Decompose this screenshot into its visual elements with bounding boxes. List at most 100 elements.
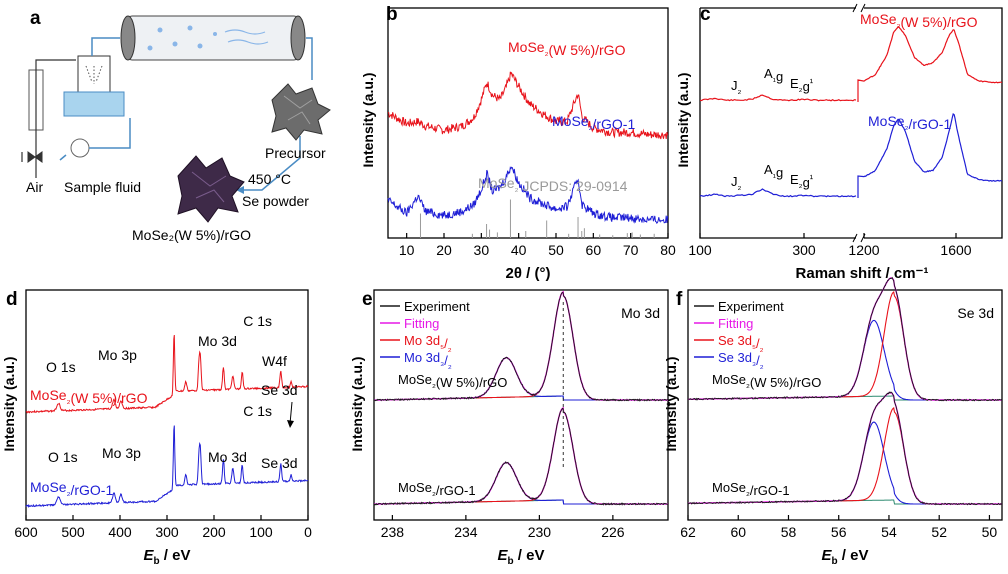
- mo3d-title: Mo 3d: [621, 305, 660, 321]
- raman-series-label: MoSe₂/rGO-1: [868, 113, 951, 132]
- xrd-x-tick-label: 50: [548, 242, 564, 258]
- survey-x-tick-label: 200: [202, 524, 226, 540]
- se3d-legend-label: Experiment: [718, 299, 784, 314]
- panel-letter-f: f: [676, 289, 683, 310]
- mo3d-legend-label: Mo 3d₃/₂: [404, 350, 452, 371]
- se3d-x-tick-label: 58: [781, 524, 797, 540]
- raman-x-axis-label: Raman shift / cm⁻¹: [796, 265, 929, 282]
- mo3d-x-axis-label: Eb / eV: [498, 547, 545, 567]
- panel-f-se3d-chart: 62 60 58 56 54 52 50 Intensity (a.u.) Eb / eV Se …: [663, 276, 1003, 567]
- label-air: Air: [26, 179, 43, 195]
- xrd-x-tick-label: 40: [511, 242, 527, 258]
- se3d-sample-label: MoSe₂(W 5%)/rGO: [712, 372, 821, 390]
- panel-letter-b: b: [386, 4, 398, 25]
- product-particle: [177, 155, 245, 223]
- se3d-sample-label: MoSe₂/rGO-1: [712, 480, 790, 498]
- raman-x-tick-label: 300: [792, 242, 816, 258]
- label-se-powder: Se powder: [242, 193, 309, 209]
- survey-peak-label: W4f: [262, 353, 287, 369]
- xrd-y-axis-label: Intensity (a.u.): [360, 73, 376, 168]
- survey-x-tick-label: 300: [155, 524, 179, 540]
- xrd-x-tick-label: 10: [399, 242, 415, 258]
- mo3d-x-tick-label: 226: [601, 524, 625, 540]
- xrd-x-tick-label: 20: [436, 242, 452, 258]
- xrd-series-label: MoSe₂(W 5%)/rGO: [508, 39, 626, 58]
- raman-break-mark: [852, 3, 866, 13]
- raman-peak-label: E₂g¹: [790, 76, 814, 94]
- xrd-series-line: [387, 166, 669, 225]
- valve-icon: [27, 151, 43, 163]
- survey-peak-label: C 1s: [243, 403, 272, 419]
- mo3d-x-tick-label: 238: [381, 524, 405, 540]
- raman-series-line-high: [857, 26, 1003, 102]
- survey-arrow: [289, 401, 293, 425]
- raman-peak-label: E₂g¹: [790, 172, 814, 190]
- panel-letter-e: e: [362, 289, 373, 310]
- raman-x-tick-label: 1600: [940, 242, 971, 258]
- survey-x-tick-label: 400: [108, 524, 132, 540]
- tube-right-flange: [290, 15, 306, 61]
- survey-x-tick-label: 100: [249, 524, 273, 540]
- survey-arrow-head: [287, 420, 294, 428]
- panel-a-schematic: Air Sample fluid Precursor 450 °C Se pow…: [21, 15, 331, 243]
- mo3d-sample-label: MoSe₂/rGO-1: [398, 480, 476, 498]
- se3d-x-tick-label: 50: [982, 524, 998, 540]
- se3d-y-axis-label: Intensity (a.u.): [663, 357, 679, 452]
- mo3d-x-tick-label: 230: [528, 524, 552, 540]
- se3d-frame: [687, 289, 1003, 521]
- se3d-x-tick-label: 60: [730, 524, 746, 540]
- gas-line: [91, 37, 120, 56]
- panel-d-xps-survey-chart: 600 500 400 300 200 100 0 Intensity (a.u.) Eb / …: [1, 289, 312, 567]
- pump-line: [59, 118, 131, 161]
- survey-x-tick-label: 0: [304, 524, 312, 540]
- label-sample-fluid: Sample fluid: [64, 179, 141, 195]
- survey-peak-label: Mo 3d: [208, 449, 247, 465]
- panel-e-mo3d-chart: 238 234 230 226 Intensity (a.u.) Eb / eV Mo 3d…: [349, 289, 669, 567]
- se3d-x-tick-label: 56: [831, 524, 847, 540]
- raman-series-line-low: [699, 94, 857, 102]
- survey-y-axis-label: Intensity (a.u.): [1, 357, 17, 452]
- survey-peak-label: Se 3d: [261, 382, 298, 398]
- raman-peak-label: A₁g: [764, 162, 783, 180]
- survey-peak-label: O 1s: [48, 449, 78, 465]
- xrd-x-tick-label: 70: [623, 242, 639, 258]
- xrd-series-line: [387, 71, 669, 140]
- xrd-x-tick-label: 60: [586, 242, 602, 258]
- mo3d-experiment-line: [373, 407, 668, 506]
- raman-series-line-high: [857, 113, 1003, 198]
- xrd-x-axis-label: 2θ / (°): [506, 265, 551, 282]
- raman-y-axis-label: Intensity (a.u.): [675, 73, 691, 168]
- label-temperature: 450 °C: [248, 171, 291, 187]
- se3d-x-tick-label: 54: [881, 524, 897, 540]
- se3d-x-axis-label: Eb / eV: [822, 547, 869, 567]
- raman-peak-label: J₂: [731, 174, 742, 192]
- mo3d-y-axis-label: Intensity (a.u.): [349, 357, 365, 452]
- panel-letter-a: a: [30, 8, 41, 29]
- raman-series-label: MoSe₂(W 5%)/rGO: [860, 11, 978, 30]
- survey-peak-label: Mo 3d: [198, 333, 237, 349]
- survey-series-label: MoSe₂/rGO-1: [30, 479, 113, 498]
- survey-x-tick-label: 500: [61, 524, 85, 540]
- survey-series-line: [25, 334, 309, 414]
- air-line: [35, 59, 76, 178]
- mo3d-frame: [373, 289, 669, 521]
- panel-letter-d: d: [6, 289, 18, 310]
- survey-peak-label: Se 3d: [261, 455, 298, 471]
- mo3d-experiment-line: [373, 292, 668, 402]
- pump-icon: [70, 138, 90, 158]
- se3d-x-tick-label: 62: [680, 524, 696, 540]
- raman-frame: [699, 7, 1003, 239]
- mo3d-sample-label: MoSe₂(W 5%)/rGO: [398, 372, 507, 390]
- arrow-head: [236, 186, 244, 194]
- label-precursor: Precursor: [265, 145, 326, 161]
- mo3d-legend-label: Fitting: [404, 316, 439, 331]
- xrd-x-tick-label: 30: [474, 242, 490, 258]
- survey-peak-label: C 1s: [243, 313, 272, 329]
- water-bath: [63, 91, 125, 117]
- tube-flow-lines: [224, 29, 269, 45]
- mo3d-x-tick-label: 234: [454, 524, 478, 540]
- raman-peak-label: A₁g: [764, 66, 783, 84]
- se3d-legend-label: Se 3d₃/₂: [718, 350, 764, 371]
- panel-c-raman-chart: 100 300 1200 1600 Intensity (a.u.) Raman shif…: [675, 3, 1003, 282]
